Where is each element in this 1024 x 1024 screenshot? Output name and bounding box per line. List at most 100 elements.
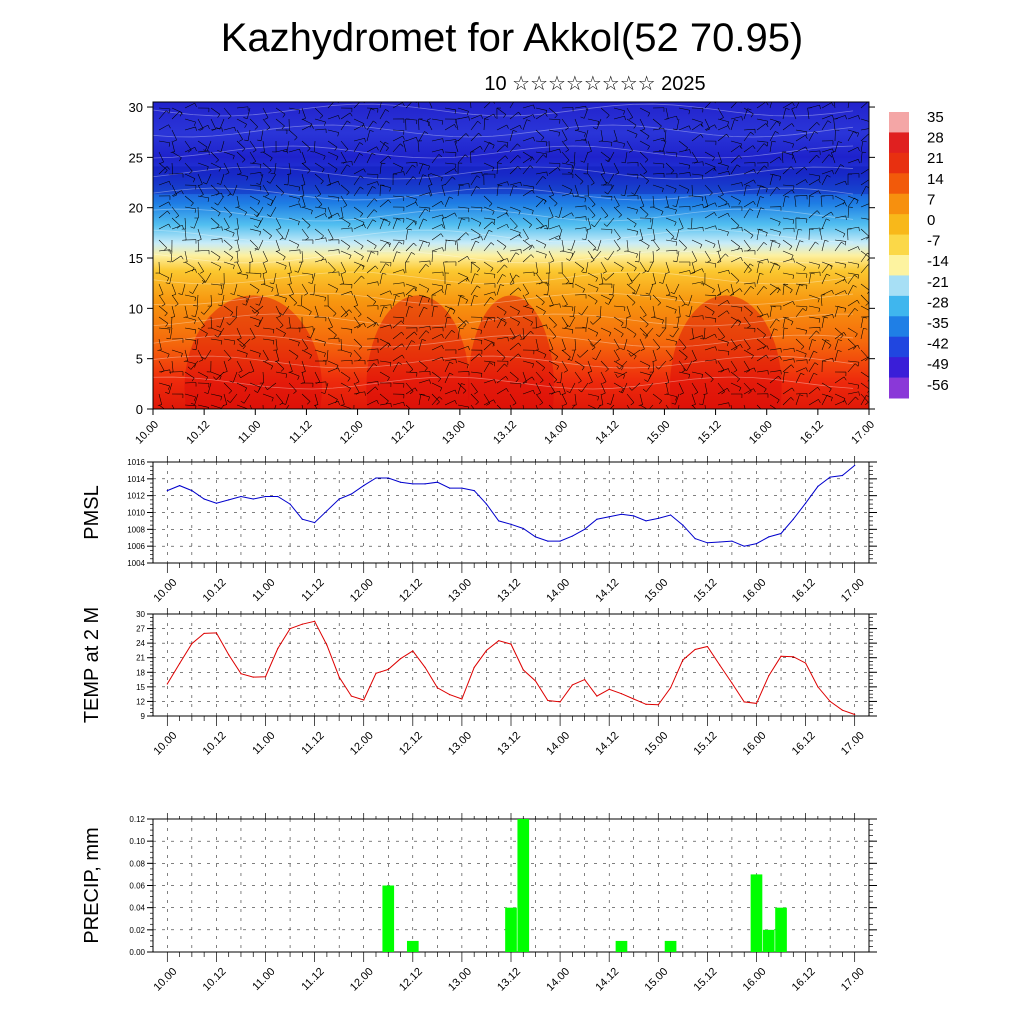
wind-barb-flag (414, 331, 418, 336)
wind-barb (392, 362, 399, 373)
wind-barb (509, 249, 521, 252)
wind-barb-flag (605, 368, 609, 372)
wind-barb-flag (578, 312, 582, 316)
wind-barb (676, 118, 680, 130)
wind-barb (820, 295, 823, 307)
wind-barb-flag (533, 272, 538, 274)
wind-barb (405, 229, 409, 241)
wind-barb (782, 239, 793, 247)
wind-barb-flag (554, 203, 558, 207)
wind-barb-flag (657, 302, 661, 306)
wind-barb-flag (223, 371, 228, 373)
wind-barb (509, 272, 515, 284)
wind-barb (197, 195, 209, 199)
wind-barb (652, 184, 664, 189)
wind-barb (769, 370, 781, 373)
wind-barb-flag (347, 246, 351, 250)
wind-barb (431, 251, 433, 263)
series-point (522, 669, 524, 671)
wind-barb (730, 145, 741, 153)
wind-barb-flag (517, 322, 520, 326)
wind-barb (197, 371, 208, 378)
wind-barb (743, 286, 751, 296)
wind-barb-flag (521, 416, 525, 417)
contour-line (153, 292, 854, 306)
wind-barb-flag (714, 263, 717, 268)
wind-barb (405, 242, 414, 252)
wind-barb-flag (480, 330, 483, 335)
wind-barb (509, 305, 520, 312)
wind-barb (574, 195, 586, 199)
wind-barb-flag (519, 334, 522, 339)
wind-barb (287, 173, 290, 185)
wind-barb-flag (618, 214, 622, 218)
wind-barb (639, 305, 647, 316)
colorbar-swatch (889, 234, 909, 256)
wind-barb-flag (180, 255, 184, 260)
wind-barb (340, 206, 344, 218)
wind-barb-flag (869, 101, 872, 104)
wind-barb-flag (564, 326, 569, 329)
wind-barb (665, 115, 677, 120)
wind-barb (561, 118, 569, 129)
wind-barb (769, 187, 777, 197)
wind-barb (834, 239, 846, 242)
series-point (817, 485, 819, 488)
wind-barb-flag (817, 298, 820, 303)
wind-barb-flag (832, 358, 834, 363)
wind-barb (704, 305, 715, 313)
wind-barb (847, 391, 859, 395)
series-point (657, 704, 659, 706)
wind-barb-flag (805, 135, 808, 139)
wind-barb-flag (269, 157, 273, 162)
wind-barb (220, 316, 225, 328)
wind-barb-flag (591, 215, 596, 219)
wind-barb-flag (632, 292, 636, 295)
wind-barb-flag (253, 214, 258, 217)
wind-barb (262, 250, 268, 262)
wind-barb (301, 217, 311, 226)
wind-barb (717, 253, 726, 263)
wind-barb-flag (273, 329, 275, 334)
wind-barb-flag (201, 325, 205, 329)
wind-barb (574, 205, 586, 208)
wind-barb (730, 338, 738, 349)
wind-barb (457, 316, 467, 325)
wind-barb (418, 295, 423, 307)
wind-barb-flag (772, 174, 777, 176)
wind-barb-flag (373, 301, 377, 305)
wind-barb (197, 349, 204, 361)
wind-barb (587, 206, 596, 216)
wind-barb (366, 173, 379, 175)
series-point (191, 643, 193, 645)
wind-barb (756, 207, 761, 219)
wind-barb-flag (825, 339, 830, 342)
wind-barb (573, 305, 576, 317)
wind-barb-flag (661, 188, 664, 193)
wind-barb-flag (830, 211, 834, 216)
series-point (633, 698, 635, 700)
wind-barb (249, 228, 261, 232)
wind-barb-flag (603, 277, 607, 281)
wind-barb-flag (765, 188, 768, 193)
wind-barb (782, 317, 786, 329)
wind-barb (366, 120, 374, 131)
wind-barb (314, 151, 326, 157)
wind-barb (769, 318, 777, 329)
wind-barb-flag (459, 184, 464, 187)
heatmap-x-tick-label: 12.00 (338, 419, 366, 447)
colorbar-swatch (889, 152, 909, 174)
wind-barb-flag (773, 328, 778, 331)
wind-barb-flag (218, 167, 222, 172)
wind-barb (595, 349, 602, 360)
wind-barb (522, 184, 534, 188)
colorbar-swatch (889, 316, 909, 338)
wind-barb-flag (187, 366, 192, 370)
wind-barb (717, 133, 727, 142)
wind-barb (756, 185, 761, 197)
wind-barb-flag (461, 383, 466, 386)
wind-barb (691, 371, 703, 375)
wind-barb (197, 327, 208, 334)
wind-barb (470, 261, 480, 269)
x-tick-label: 10.00 (151, 966, 179, 994)
